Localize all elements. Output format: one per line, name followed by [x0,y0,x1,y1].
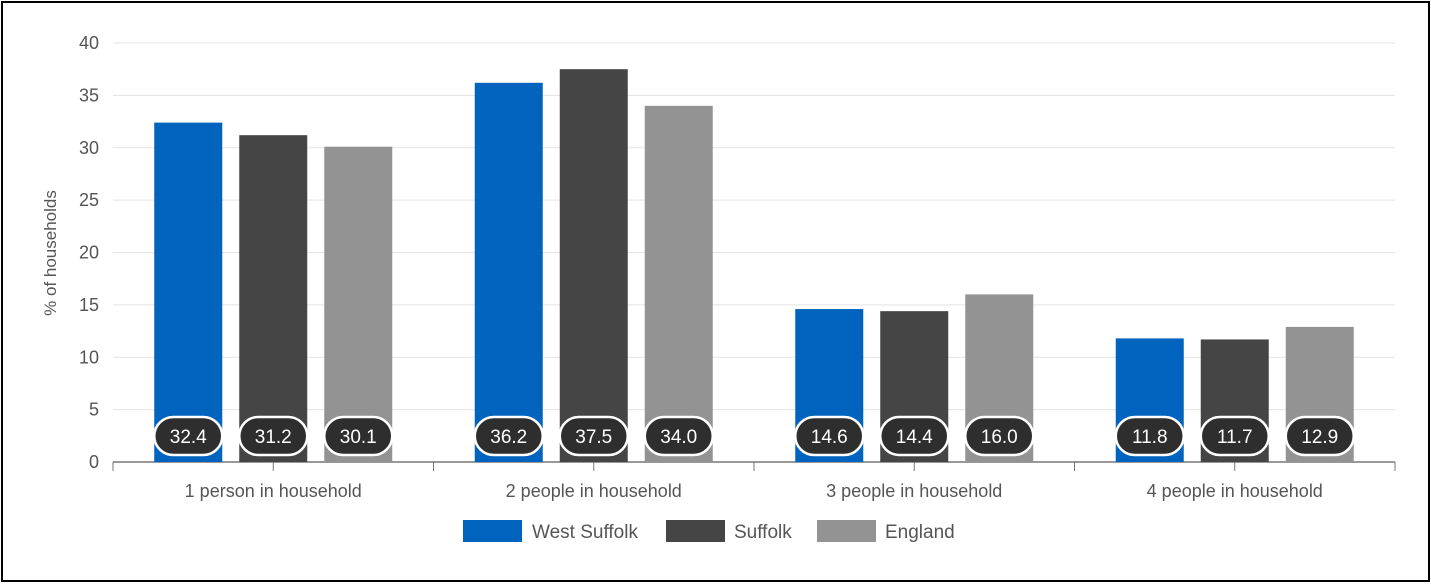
legend-label: West Suffolk [532,522,638,543]
y-tick-label: 10 [79,347,99,367]
data-label: 16.0 [981,427,1018,448]
value-badge [323,415,394,457]
data-label: 14.6 [811,427,848,448]
y-axis-title: % of households [41,190,60,316]
y-tick-label: 30 [79,138,99,158]
bar-west-suffolk[interactable] [474,82,543,463]
value-badge [558,415,629,457]
bar-suffolk[interactable] [239,135,308,462]
legend-label: England [885,522,955,543]
legend-swatch [666,520,725,542]
value-badge [153,415,224,457]
legend-item-west-suffolk[interactable]: West Suffolk [463,520,638,543]
x-category-label: 2 people in household [506,481,682,501]
y-tick-label: 40 [79,33,99,53]
x-category-label: 4 people in household [1147,481,1323,501]
data-label: 34.0 [660,427,697,448]
data-label: 11.8 [1132,427,1168,448]
value-badge [1284,415,1355,457]
value-badge [1114,415,1185,457]
data-label: 32.4 [170,427,207,448]
y-tick-label: 25 [79,190,99,210]
value-badge [964,415,1035,457]
y-tick-label: 0 [89,452,99,472]
x-category-label: 1 person in household [185,481,362,501]
legend-item-suffolk[interactable]: Suffolk [666,520,792,543]
data-label: 36.2 [490,427,527,448]
bar-west-suffolk[interactable] [154,122,223,463]
legend-swatch [817,520,876,542]
households-bar-chart: 0 5 10 15 20 25 30 35 40 1 person in household 2 p… [41,33,1396,543]
y-tick-label: 5 [89,400,99,420]
y-tick-label: 20 [79,243,99,263]
data-label: 30.1 [340,427,377,448]
y-tick-label: 35 [79,85,99,105]
x-category-label: 3 people in household [826,481,1002,501]
y-tick-label: 15 [79,295,99,315]
data-label: 37.5 [575,427,612,448]
value-badge [794,415,865,457]
bar-suffolk[interactable] [559,69,628,462]
data-label: 12.9 [1301,427,1338,448]
legend-item-england[interactable]: England [817,520,955,543]
value-badge [879,415,950,457]
data-label: 31.2 [255,427,292,448]
bar-england[interactable] [324,146,393,462]
value-badge [1199,415,1270,457]
legend-swatch [463,520,522,542]
value-badge [238,415,309,457]
bar-england[interactable] [644,105,713,462]
data-label: 11.7 [1217,427,1253,448]
data-label: 14.4 [896,427,933,448]
legend-label: Suffolk [734,522,792,543]
value-badge [473,415,544,457]
value-badge [643,415,714,457]
